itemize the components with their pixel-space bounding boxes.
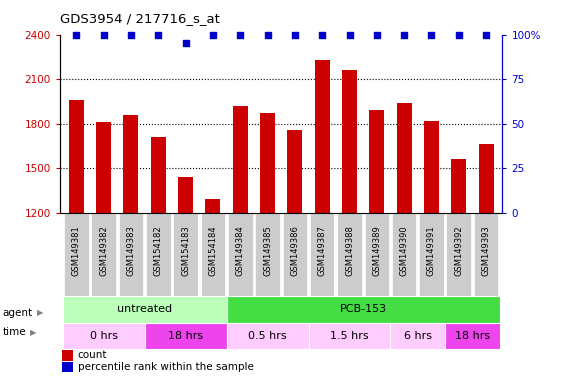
Point <box>126 31 135 38</box>
Text: GSM154182: GSM154182 <box>154 225 163 276</box>
Point <box>372 31 381 38</box>
FancyBboxPatch shape <box>310 213 335 296</box>
Text: GDS3954 / 217716_s_at: GDS3954 / 217716_s_at <box>60 12 220 25</box>
Bar <box>478 144 493 213</box>
Point <box>290 31 299 38</box>
Bar <box>96 122 111 213</box>
Text: GSM149382: GSM149382 <box>99 225 108 276</box>
Text: untreated: untreated <box>117 305 172 314</box>
Point <box>208 31 218 38</box>
FancyBboxPatch shape <box>364 213 389 296</box>
Text: GSM149391: GSM149391 <box>427 225 436 276</box>
Bar <box>342 70 357 213</box>
Text: ▶: ▶ <box>30 328 37 337</box>
Bar <box>206 199 220 213</box>
Bar <box>397 103 412 213</box>
Text: agent: agent <box>3 308 33 318</box>
Bar <box>69 100 84 213</box>
Bar <box>315 60 329 213</box>
FancyBboxPatch shape <box>64 213 89 296</box>
FancyBboxPatch shape <box>91 213 116 296</box>
Text: 6 hrs: 6 hrs <box>404 331 432 341</box>
Text: GSM149381: GSM149381 <box>72 225 81 276</box>
Point <box>99 31 108 38</box>
Text: GSM149389: GSM149389 <box>372 225 381 276</box>
Bar <box>123 115 139 213</box>
FancyBboxPatch shape <box>474 213 498 296</box>
Text: GSM149386: GSM149386 <box>291 225 299 276</box>
FancyBboxPatch shape <box>200 213 225 296</box>
FancyBboxPatch shape <box>227 296 500 323</box>
Text: PCB-153: PCB-153 <box>340 305 387 314</box>
Text: GSM154184: GSM154184 <box>208 225 218 276</box>
FancyBboxPatch shape <box>419 213 444 296</box>
FancyBboxPatch shape <box>391 323 445 349</box>
FancyBboxPatch shape <box>445 323 500 349</box>
Bar <box>178 177 193 213</box>
FancyBboxPatch shape <box>119 213 143 296</box>
Bar <box>287 131 303 213</box>
Text: GSM149383: GSM149383 <box>127 225 135 276</box>
Text: GSM149384: GSM149384 <box>236 225 245 276</box>
Bar <box>451 159 467 213</box>
Point <box>400 31 409 38</box>
FancyBboxPatch shape <box>146 213 171 296</box>
Text: 0 hrs: 0 hrs <box>90 331 118 341</box>
Point <box>345 31 354 38</box>
Point <box>481 31 490 38</box>
FancyBboxPatch shape <box>227 323 308 349</box>
Text: GSM154183: GSM154183 <box>181 225 190 276</box>
Text: count: count <box>78 350 107 360</box>
Text: 18 hrs: 18 hrs <box>455 331 490 341</box>
Text: 0.5 hrs: 0.5 hrs <box>248 331 287 341</box>
FancyBboxPatch shape <box>283 213 307 296</box>
Point <box>317 31 327 38</box>
Point <box>263 31 272 38</box>
FancyBboxPatch shape <box>63 323 144 349</box>
Text: GSM149393: GSM149393 <box>481 225 490 276</box>
FancyBboxPatch shape <box>447 213 471 296</box>
FancyBboxPatch shape <box>308 323 391 349</box>
FancyBboxPatch shape <box>174 213 198 296</box>
Bar <box>62 350 73 361</box>
Bar <box>260 113 275 213</box>
FancyBboxPatch shape <box>337 213 362 296</box>
Bar <box>424 121 439 213</box>
Text: GSM149388: GSM149388 <box>345 225 354 276</box>
Point <box>154 31 163 38</box>
FancyBboxPatch shape <box>144 323 227 349</box>
Text: GSM149390: GSM149390 <box>400 225 409 276</box>
Text: GSM149387: GSM149387 <box>317 225 327 276</box>
FancyBboxPatch shape <box>63 296 227 323</box>
Bar <box>369 110 384 213</box>
Text: GSM149392: GSM149392 <box>455 225 463 276</box>
Text: ▶: ▶ <box>37 308 43 318</box>
Text: time: time <box>3 327 26 337</box>
Point <box>181 40 190 46</box>
Point <box>236 31 245 38</box>
Bar <box>151 137 166 213</box>
Bar <box>233 106 248 213</box>
Point <box>454 31 463 38</box>
FancyBboxPatch shape <box>228 213 252 296</box>
Text: GSM149385: GSM149385 <box>263 225 272 276</box>
Text: percentile rank within the sample: percentile rank within the sample <box>78 362 254 372</box>
Text: 18 hrs: 18 hrs <box>168 331 203 341</box>
FancyBboxPatch shape <box>255 213 280 296</box>
Bar <box>62 362 73 372</box>
Point <box>427 31 436 38</box>
Point <box>72 31 81 38</box>
Text: 1.5 hrs: 1.5 hrs <box>330 331 369 341</box>
FancyBboxPatch shape <box>392 213 416 296</box>
